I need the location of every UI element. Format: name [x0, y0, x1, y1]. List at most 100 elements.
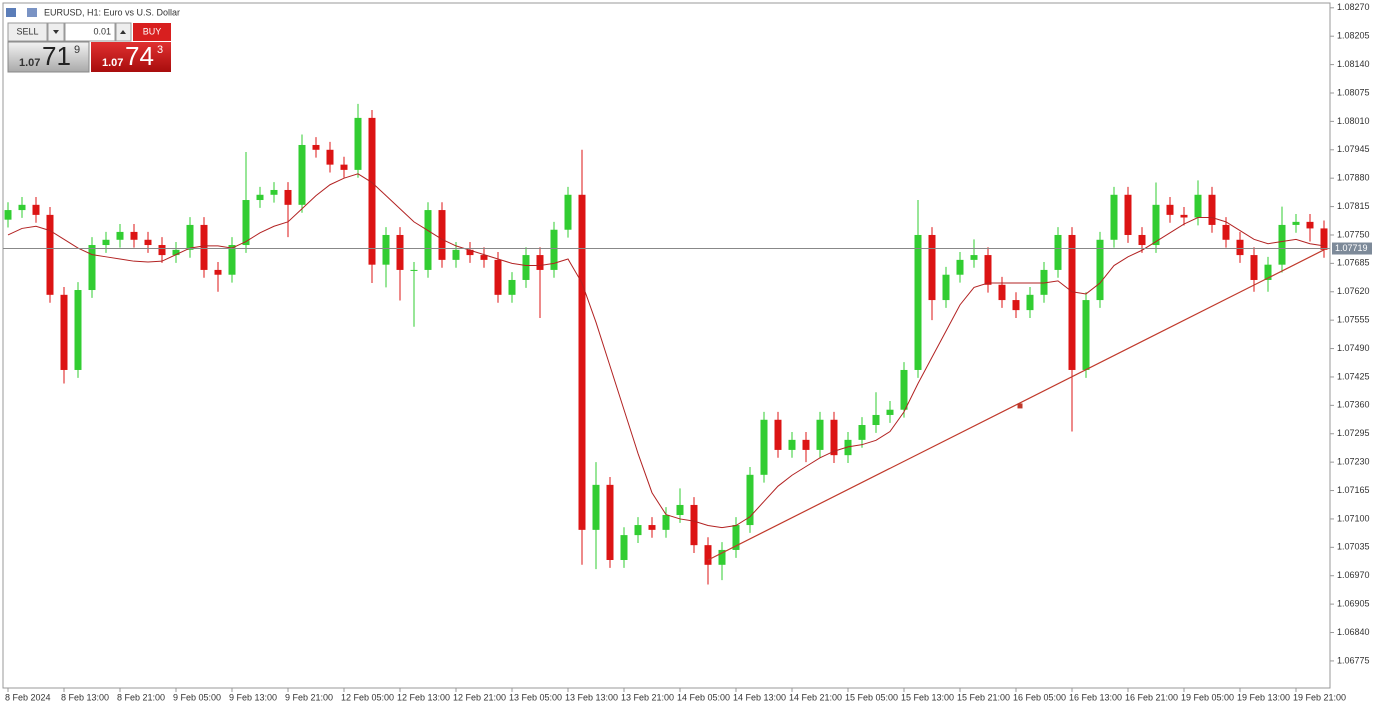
sell-button[interactable]	[7, 22, 48, 42]
x-tick-label: 14 Feb 21:00	[789, 692, 842, 702]
candle-body	[886, 409, 894, 415]
bid-pips: 71	[42, 41, 71, 71]
x-tick-label: 16 Feb 21:00	[1125, 692, 1178, 702]
candle-body	[858, 425, 866, 440]
candle-body	[536, 255, 544, 270]
ask-box[interactable]	[91, 42, 171, 72]
candle-body	[690, 504, 698, 546]
icon	[27, 8, 37, 17]
bid-box[interactable]	[7, 41, 90, 73]
arrow	[53, 30, 59, 34]
candle-body	[914, 234, 922, 370]
x-tick-label: 15 Feb 21:00	[957, 692, 1010, 702]
candle-body	[354, 117, 362, 170]
candle-body	[396, 234, 404, 270]
candle-body	[452, 249, 460, 260]
candle-body	[1264, 264, 1272, 280]
x-tick-label: 16 Feb 13:00	[1069, 692, 1122, 702]
candle-body	[270, 189, 278, 195]
y-tick-label: 1.07165	[1337, 485, 1370, 495]
candle-body	[438, 210, 446, 260]
ask-fraction: 3	[157, 44, 163, 56]
candle-body	[550, 229, 558, 270]
candle-body	[144, 239, 152, 246]
candle-body	[732, 525, 740, 550]
candle-body	[242, 200, 250, 246]
candle-body	[900, 369, 908, 410]
x-tick-label: 8 Feb 21:00	[117, 692, 165, 702]
moving-average	[7, 173, 1325, 529]
candle-body	[466, 249, 474, 256]
y-tick-label: 1.07620	[1337, 286, 1370, 296]
candle-body	[60, 294, 68, 370]
buy-label: BUY	[143, 26, 162, 36]
x-tick-label: 19 Feb 21:00	[1293, 692, 1346, 702]
candle-body	[606, 484, 614, 560]
y-tick-label: 1.06970	[1337, 570, 1370, 580]
candle-body	[32, 204, 40, 215]
candle-body	[494, 259, 502, 295]
candle-body	[200, 224, 208, 270]
x-tick-label: 15 Feb 05:00	[845, 692, 898, 702]
lot-value: 0.01	[93, 26, 111, 36]
candle-body	[760, 419, 768, 475]
candle-body	[1306, 221, 1314, 229]
candle-body	[172, 249, 180, 256]
y-tick-label: 1.08010	[1337, 116, 1370, 126]
candle-body	[74, 290, 82, 370]
one-click-panel: SELL 0.01 BUY 1.07 71 9 1.07 74 3	[7, 22, 171, 73]
candle-body	[816, 419, 824, 450]
y-tick-label: 1.07100	[1337, 513, 1370, 523]
candle-body	[1012, 300, 1020, 311]
y-tick-label: 1.07880	[1337, 173, 1370, 183]
plot-frame	[2, 2, 1331, 689]
buy-button[interactable]	[133, 23, 171, 41]
candle-body	[312, 144, 320, 150]
x-tick-label: 13 Feb 21:00	[621, 692, 674, 702]
lot-input[interactable]	[64, 22, 116, 42]
candle-body	[1292, 221, 1300, 225]
candle-body	[1194, 194, 1202, 218]
candle-body	[214, 269, 222, 275]
candle-body	[18, 204, 26, 211]
candle-body	[1124, 194, 1132, 235]
candle-body	[662, 515, 670, 530]
x-tick-label: 14 Feb 13:00	[733, 692, 786, 702]
x-tick-label: 8 Feb 13:00	[61, 692, 109, 702]
candle-body	[88, 245, 96, 291]
candle-body	[802, 439, 810, 450]
candle-body	[746, 474, 754, 526]
candle-body	[298, 144, 306, 205]
candle-body	[998, 284, 1006, 301]
sell-label: SELL	[16, 26, 38, 36]
candle-body	[1110, 194, 1118, 240]
arrow	[120, 30, 126, 34]
candle-body	[592, 484, 600, 530]
y-tick-label: 1.07555	[1337, 315, 1370, 325]
candle-body	[1152, 204, 1160, 246]
candle-body	[676, 504, 684, 516]
y-tick-label: 1.07295	[1337, 428, 1370, 438]
candle-body	[326, 149, 334, 165]
bid-fraction: 9	[74, 44, 80, 56]
y-tick-label: 1.08075	[1337, 87, 1370, 97]
ask-pips: 74	[125, 41, 154, 71]
candle-body	[1026, 294, 1034, 311]
trendline-handle	[1017, 403, 1023, 409]
candle-body	[1180, 214, 1188, 218]
candle-body	[46, 214, 54, 295]
bid-figure: 1.07	[19, 57, 40, 69]
candle-body	[284, 189, 292, 205]
candle-body	[578, 194, 586, 530]
candle-body	[788, 439, 796, 450]
candle-body	[942, 274, 950, 301]
candle-body	[186, 224, 194, 250]
candle-body	[1138, 234, 1146, 246]
candle-body	[1054, 234, 1062, 270]
chart-title: EURUSD, H1: Euro vs U.S. Dollar	[44, 7, 180, 17]
x-tick-label: 13 Feb 13:00	[565, 692, 618, 702]
x-tick-label: 8 Feb 2024	[5, 692, 51, 702]
candle-body	[844, 439, 852, 456]
y-tick-label: 1.07425	[1337, 371, 1370, 381]
